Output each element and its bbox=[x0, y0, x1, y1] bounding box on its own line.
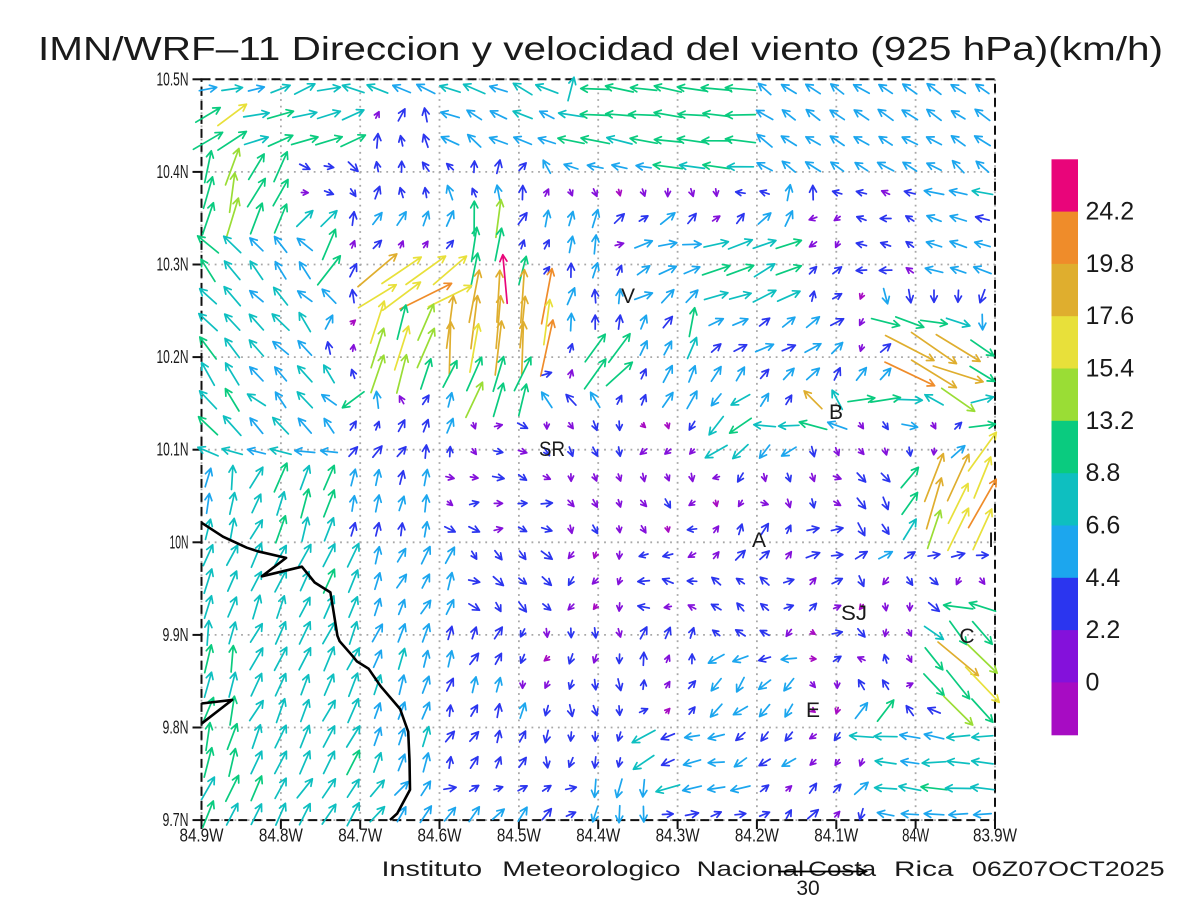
svg-text:84.3W: 84.3W bbox=[656, 825, 700, 846]
svg-text:24.2: 24.2 bbox=[1086, 198, 1135, 226]
svg-text:10.2N: 10.2N bbox=[157, 347, 189, 367]
svg-text:SR: SR bbox=[539, 438, 565, 461]
svg-text:0: 0 bbox=[1086, 668, 1100, 696]
svg-text:Meteorologico: Meteorologico bbox=[502, 858, 680, 881]
svg-text:13.2: 13.2 bbox=[1086, 407, 1135, 435]
svg-text:A: A bbox=[752, 529, 766, 552]
svg-text:84W: 84W bbox=[902, 825, 929, 846]
svg-text:30: 30 bbox=[796, 877, 819, 900]
svg-text:E: E bbox=[806, 699, 820, 722]
svg-text:84.9W: 84.9W bbox=[180, 825, 224, 846]
svg-text:6.6: 6.6 bbox=[1086, 512, 1121, 540]
svg-text:Instituto: Instituto bbox=[382, 858, 483, 881]
svg-text:10.1N: 10.1N bbox=[157, 440, 189, 460]
svg-text:10N: 10N bbox=[170, 532, 189, 552]
svg-text:84.7W: 84.7W bbox=[338, 825, 382, 846]
svg-text:I: I bbox=[988, 529, 994, 552]
svg-text:SJ: SJ bbox=[841, 602, 867, 625]
svg-text:84.4W: 84.4W bbox=[576, 825, 620, 846]
svg-text:84.6W: 84.6W bbox=[418, 825, 462, 846]
svg-text:19.8: 19.8 bbox=[1086, 250, 1135, 278]
svg-text:17.6: 17.6 bbox=[1086, 302, 1135, 330]
svg-text:83.9W: 83.9W bbox=[973, 825, 1017, 846]
svg-text:84.1W: 84.1W bbox=[814, 825, 858, 846]
svg-text:V: V bbox=[621, 285, 635, 308]
svg-text:Nacional: Nacional bbox=[697, 858, 805, 881]
svg-text:10.5N: 10.5N bbox=[157, 69, 189, 89]
svg-text:15.4: 15.4 bbox=[1086, 355, 1135, 383]
svg-text:84.8W: 84.8W bbox=[259, 825, 303, 846]
svg-text:2.2: 2.2 bbox=[1086, 616, 1121, 644]
svg-text:9.9N: 9.9N bbox=[163, 625, 189, 645]
svg-text:06Z07OCT2025: 06Z07OCT2025 bbox=[972, 858, 1165, 881]
svg-text:C: C bbox=[959, 625, 974, 648]
svg-text:10.4N: 10.4N bbox=[157, 162, 189, 182]
svg-text:IMN/WRF–11 Direccion y velocid: IMN/WRF–11 Direccion y velocidad del vie… bbox=[38, 30, 1163, 67]
svg-text:84.2W: 84.2W bbox=[735, 825, 779, 846]
svg-text:Rica: Rica bbox=[894, 858, 954, 881]
svg-text:10.3N: 10.3N bbox=[157, 255, 189, 275]
svg-text:9.8N: 9.8N bbox=[163, 718, 189, 738]
svg-text:84.5W: 84.5W bbox=[497, 825, 541, 846]
svg-text:B: B bbox=[829, 401, 843, 424]
svg-text:9.7N: 9.7N bbox=[163, 810, 189, 830]
svg-text:4.4: 4.4 bbox=[1086, 564, 1121, 592]
svg-text:8.8: 8.8 bbox=[1086, 459, 1121, 487]
